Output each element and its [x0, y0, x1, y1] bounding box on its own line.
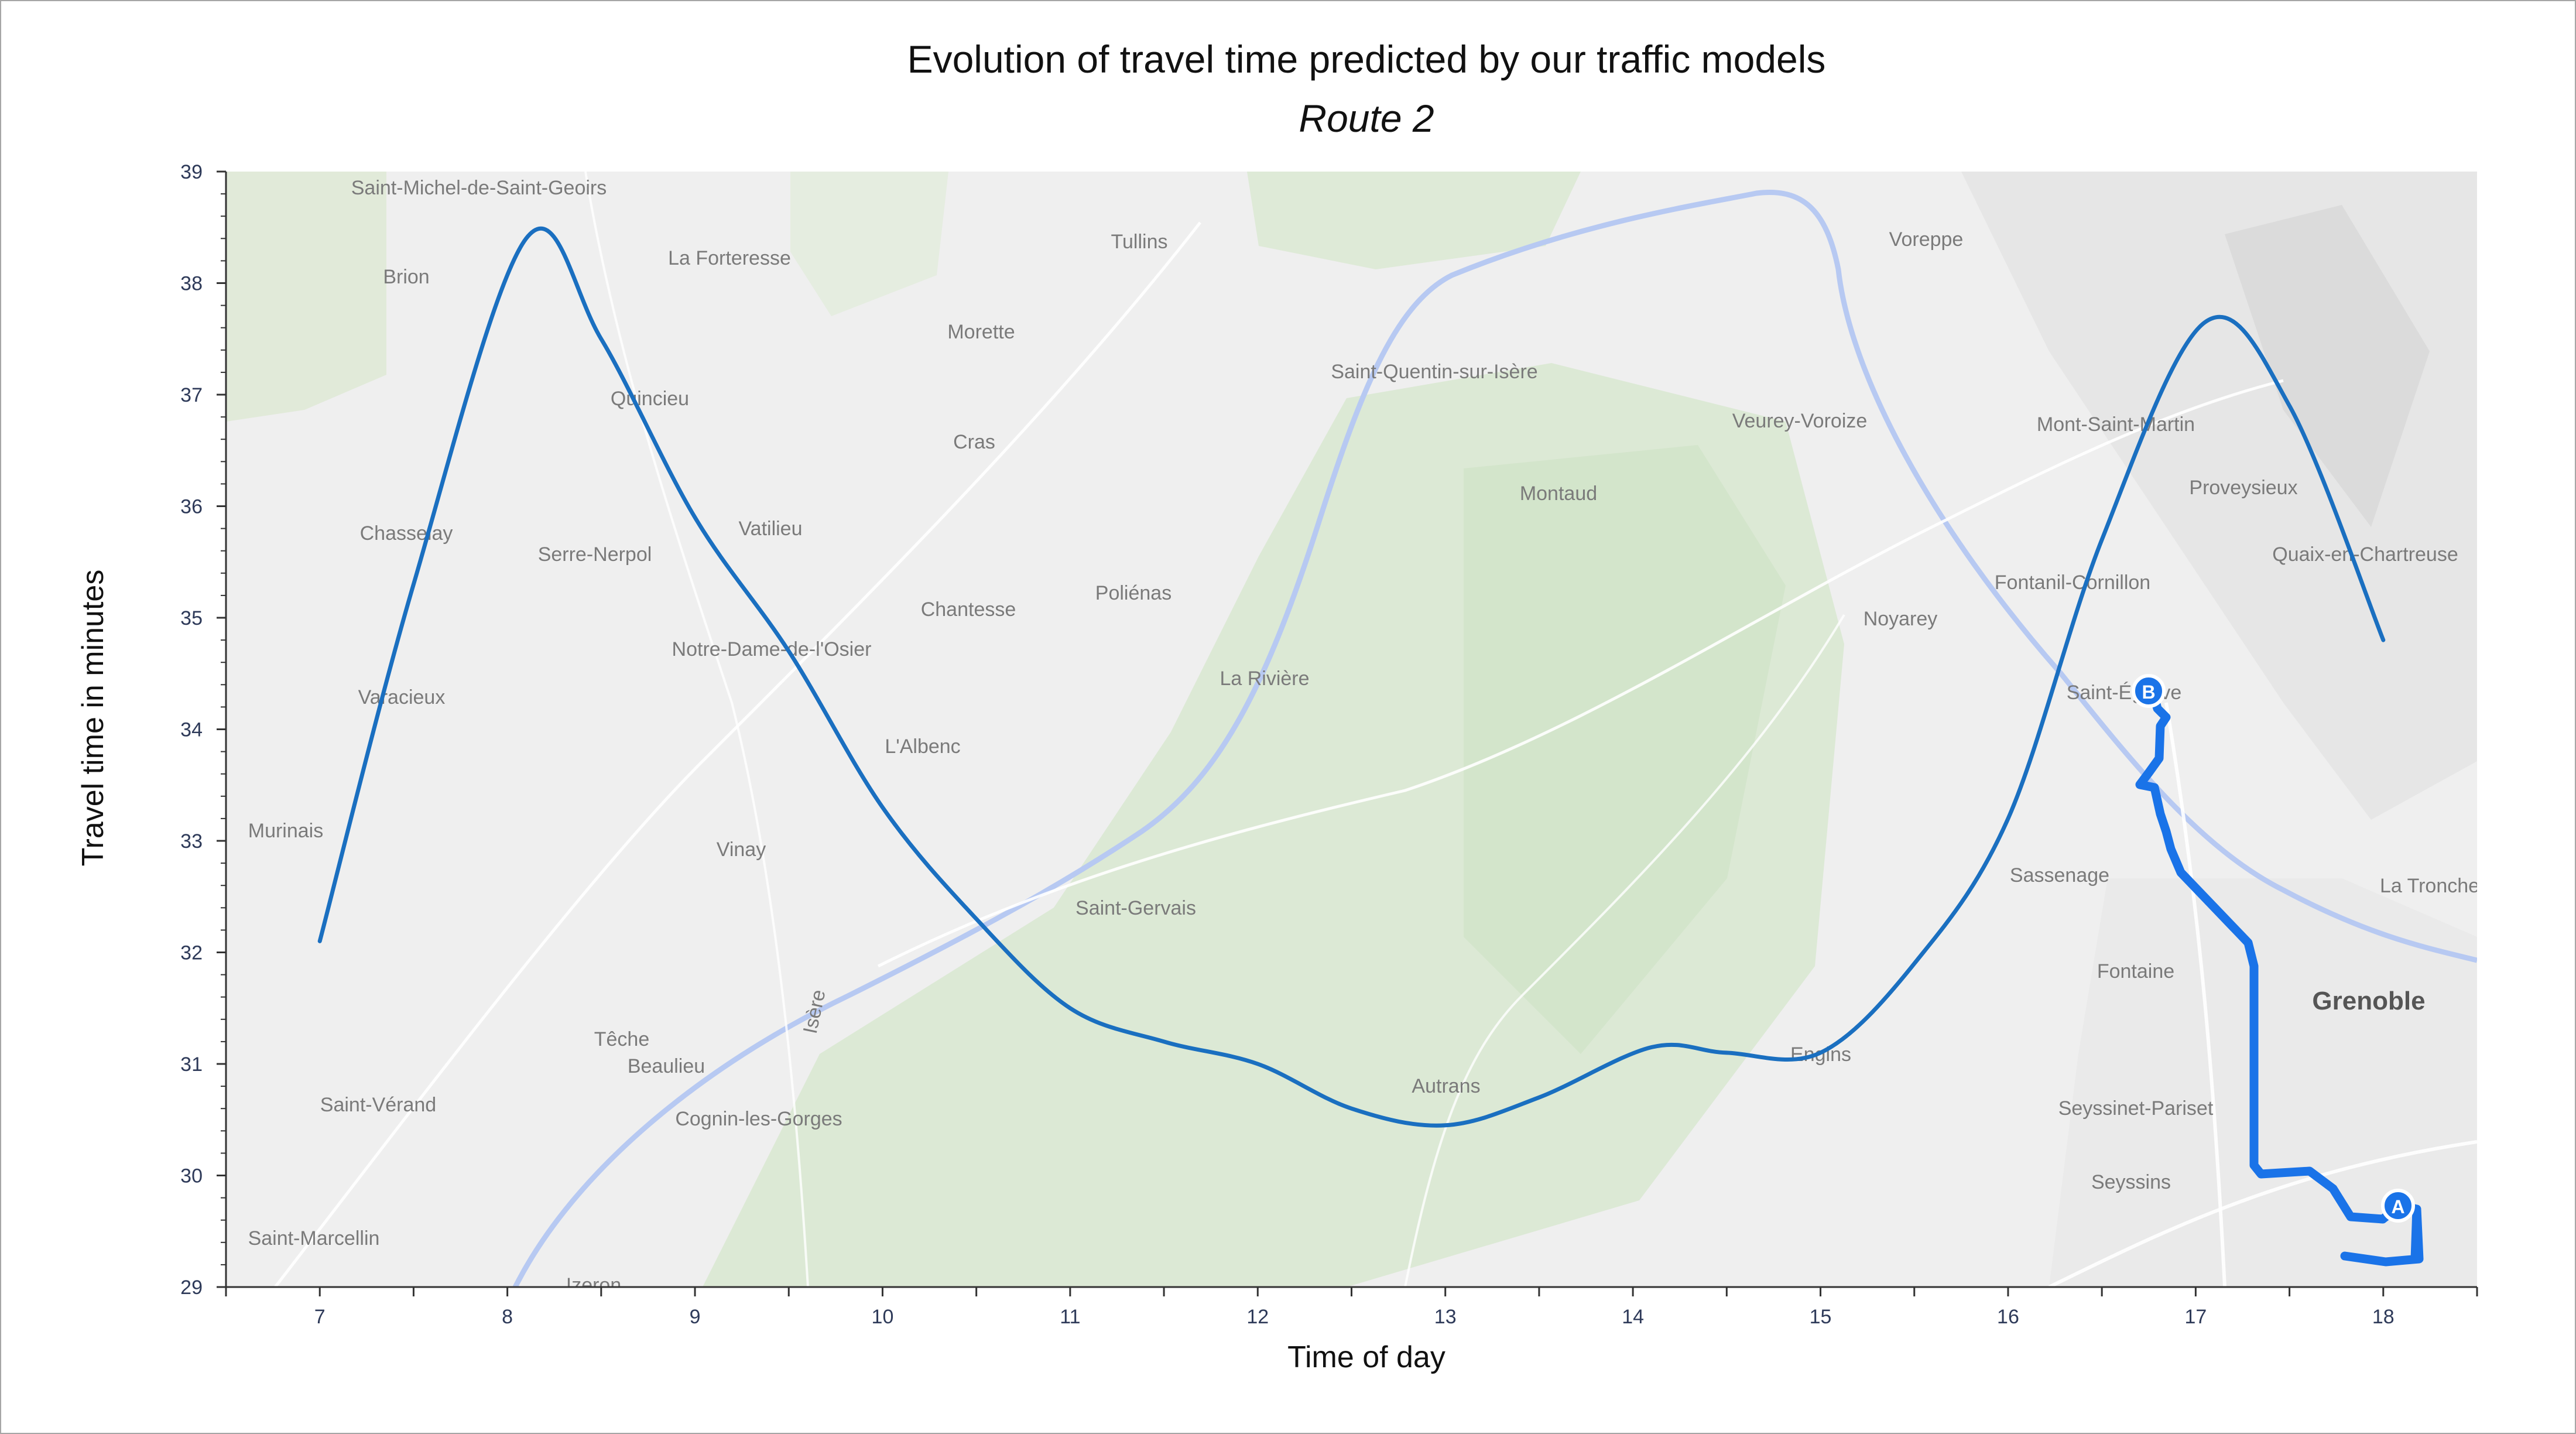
y-tick-label: 32: [180, 942, 203, 964]
map-place-label: Morette: [947, 321, 1015, 343]
y-tick-label: 29: [180, 1276, 203, 1299]
map-place-label: Murinais: [248, 820, 323, 842]
route-path: [2135, 683, 2421, 1264]
x-tick-label: 16: [1997, 1306, 2019, 1328]
y-tick-label: 31: [180, 1053, 203, 1076]
map-place-label: Noyarey: [1864, 608, 1938, 630]
travel-time-line: [317, 226, 2386, 1128]
map-place-label: Seyssinet-Pariset: [2058, 1097, 2214, 1120]
x-tick-label: 10: [872, 1306, 894, 1328]
map-forest-area: [790, 172, 948, 316]
route-end-marker[interactable]: B: [2132, 674, 2166, 708]
map-place-label: Saint-Vérand: [320, 1094, 436, 1116]
map-place-label: Sassenage: [2010, 864, 2109, 887]
map-forest-area: [1247, 172, 1581, 269]
map-place-label: Tullins: [1111, 231, 1168, 253]
map-place-label: Izeron: [566, 1274, 622, 1296]
map-place-label: La Rivière: [1220, 668, 1309, 690]
x-tick-label: 17: [2184, 1306, 2207, 1328]
map-chartreuse-peak: [2225, 205, 2430, 527]
map-road: [274, 221, 1201, 1287]
x-ticks: 7 8 9 10 11 12 13 14 15 16 17 18: [225, 1287, 2478, 1328]
x-tick-label: 18: [2372, 1306, 2395, 1328]
x-tick-label: 7: [314, 1306, 326, 1328]
map-place-label: Saint-Quentin-sur-Isère: [1331, 361, 1537, 383]
map-place-label: Vinay: [717, 839, 766, 861]
map-place-label: Quaix-en-Chartreuse: [2272, 543, 2458, 566]
x-tick-label: 15: [1810, 1306, 1832, 1328]
map-place-label: Veurey-Voroize: [1732, 410, 1868, 432]
map-place-label: Montaud: [1520, 482, 1597, 505]
series-group: [317, 226, 2386, 1128]
map-place-label: Cras: [953, 431, 995, 453]
marker-a-pin[interactable]: [2381, 1189, 2415, 1223]
map-place-label: Serre-Nerpol: [538, 543, 652, 566]
map-forest-area: [226, 172, 386, 422]
marker-a-label: A: [2391, 1196, 2404, 1217]
y-ticks: 29 30 31 32 33 34 35 36 37 38 39: [180, 161, 226, 1299]
map-place-label: Cognin-les-Gorges: [675, 1108, 842, 1130]
y-tick-label: 38: [180, 273, 203, 295]
map-road: [877, 379, 2284, 968]
x-tick-label: 12: [1246, 1306, 1269, 1328]
map-place-label: Notre-Dame-de-l'Osier: [672, 638, 872, 660]
map-place-label: Autrans: [1412, 1075, 1480, 1097]
chart-title: Evolution of travel time predicted by ou…: [907, 37, 1826, 81]
x-tick-label: 14: [1622, 1306, 1644, 1328]
map-place-label: Vatilieu: [739, 518, 803, 540]
x-tick-label: 13: [1434, 1306, 1457, 1328]
map-road: [584, 172, 809, 1287]
map-place-label: Beaulieu: [628, 1055, 705, 1077]
map-place-label: Voreppe: [1889, 228, 1964, 251]
map-place-label: La Forteresse: [668, 247, 791, 269]
route-start-marker[interactable]: A: [2381, 1189, 2415, 1223]
map-place-label: La Tronche: [2380, 875, 2479, 897]
map-place-label: Proveysieux: [2189, 477, 2297, 499]
map-river-isere: [512, 190, 2477, 1287]
y-tick-label: 34: [180, 719, 203, 741]
map-place-label: Seyssins: [2091, 1171, 2171, 1193]
map-place-label: Saint-Marcellin: [248, 1227, 380, 1250]
map-place-label: Chantesse: [921, 598, 1016, 621]
y-tick-label: 36: [180, 496, 203, 518]
x-tick-label: 8: [502, 1306, 513, 1328]
x-tick-label: 11: [1060, 1306, 1080, 1328]
route-end-marker-tail: [2340, 1204, 2424, 1267]
map-background: Saint-Michel-de-Saint-Geoirs La Forteres…: [226, 172, 2479, 1296]
map-urban-area: [2049, 878, 2477, 1287]
map-vercors-ridge: [1464, 445, 1786, 1054]
map-place-label: Varacieux: [358, 686, 446, 709]
map-place-label: Saint-Gervais: [1075, 897, 1196, 919]
y-tick-label: 30: [180, 1165, 203, 1187]
map-road: [1404, 614, 1845, 1287]
map-place-label: Fontanil-Cornillon: [1995, 571, 2150, 594]
y-axis-label: Travel time in minutes: [76, 570, 110, 867]
map-place-label: Quincieu: [611, 388, 689, 410]
x-axis-label: Time of day: [1287, 1340, 1445, 1374]
x-tick-label: 9: [690, 1306, 701, 1328]
map-labels: Saint-Michel-de-Saint-Geoirs La Forteres…: [248, 177, 2479, 1296]
map-city-label: Grenoble: [2312, 987, 2425, 1015]
map-place-label: Saint-Michel-de-Saint-Geoirs: [351, 177, 607, 199]
map-place-label: Brion: [383, 266, 429, 288]
map-place-label: Têche: [594, 1028, 650, 1050]
map-highway: [2164, 702, 2226, 1287]
y-tick-label: 33: [180, 830, 203, 853]
marker-b-pin[interactable]: [2132, 674, 2166, 708]
marker-b-label: B: [2142, 682, 2155, 703]
map-place-label: Poliénas: [1095, 582, 1171, 604]
map-highway: [2048, 1140, 2477, 1287]
chart-subtitle: Route 2: [1299, 97, 1434, 140]
y-tick-label: 35: [180, 607, 203, 629]
y-tick-label: 37: [180, 384, 203, 406]
y-tick-label: 39: [180, 161, 203, 183]
map-place-label: L'Albenc: [885, 735, 960, 758]
map-place-label: Fontaine: [2097, 960, 2174, 983]
map-place-label: Chasselay: [360, 522, 453, 545]
map-place-label: Mont-Saint-Martin: [2037, 413, 2195, 436]
